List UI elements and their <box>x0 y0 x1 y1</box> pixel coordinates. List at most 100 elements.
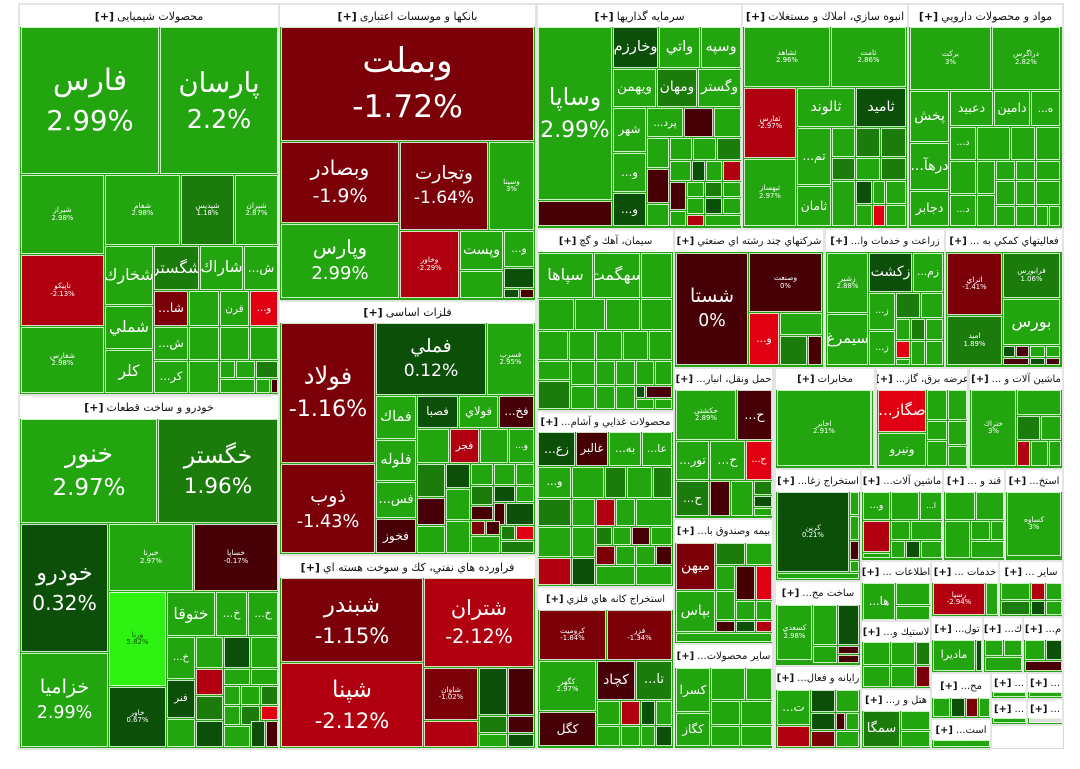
stock-tile[interactable]: ثفارس -2.97% <box>744 88 796 158</box>
stock-tile-small[interactable] <box>241 686 260 705</box>
stock-tile-small[interactable] <box>571 386 595 409</box>
stock-tile[interactable]: شپنا -2.12% <box>281 663 423 747</box>
stock-tile[interactable]: خ... <box>216 592 247 636</box>
stock-tile[interactable]: تاپیکو -2.13% <box>21 255 104 326</box>
stock-tile-small[interactable] <box>446 489 470 520</box>
stock-tile-small[interactable] <box>927 441 947 466</box>
stock-tile-small[interactable] <box>911 521 942 540</box>
stock-tile-small[interactable] <box>627 467 652 498</box>
stock-tile-small[interactable] <box>670 138 692 160</box>
expand-button[interactable]: [+] <box>946 475 965 487</box>
stock-tile-small[interactable] <box>863 521 890 552</box>
stock-tile-small[interactable] <box>996 206 1015 226</box>
sector-header[interactable]: بانکها و موسسات اعتباری [+] <box>280 5 535 27</box>
stock-tile[interactable]: وسینا 3% <box>489 142 534 230</box>
stock-tile-small[interactable] <box>977 161 995 194</box>
stock-tile-small[interactable] <box>901 731 930 747</box>
stock-tile-small[interactable] <box>1046 601 1062 615</box>
stock-tile-small[interactable] <box>596 331 622 360</box>
stock-tile[interactable]: فملي 0.12% <box>376 323 486 395</box>
stock-tile-small[interactable] <box>508 734 534 747</box>
stock-tile[interactable]: فولاي <box>459 396 498 428</box>
stock-tile-small[interactable] <box>220 361 235 378</box>
stock-tile-small[interactable] <box>977 127 1010 160</box>
stock-tile-small[interactable] <box>256 379 270 393</box>
stock-tile-small[interactable] <box>933 698 950 717</box>
stock-tile-small[interactable] <box>950 161 976 194</box>
stock-tile-small[interactable] <box>1001 583 1030 600</box>
stock-tile-small[interactable] <box>676 633 772 642</box>
stock-tile[interactable]: ح... <box>746 441 772 480</box>
sector-header[interactable]: تول... [+] <box>932 618 982 640</box>
sector-header[interactable]: فلزات اساسی [+] <box>280 302 535 323</box>
sector-header[interactable]: استخراج زغا... [+] <box>776 470 860 492</box>
stock-tile-small[interactable] <box>251 669 278 685</box>
stock-tile-small[interactable] <box>886 181 906 204</box>
stock-tile[interactable]: د... <box>950 127 976 160</box>
stock-tile-small[interactable] <box>641 253 672 298</box>
stock-tile[interactable]: شیراز 2.98% <box>21 175 104 254</box>
stock-tile[interactable]: ورنا 5.82% <box>109 592 166 686</box>
stock-tile-small[interactable] <box>896 583 930 605</box>
stock-tile-small[interactable] <box>971 541 1004 558</box>
stock-tile-small[interactable] <box>261 686 278 705</box>
stock-tile[interactable]: تم... <box>797 128 831 185</box>
stock-tile[interactable]: و... <box>613 193 646 226</box>
stock-tile-small[interactable] <box>1025 640 1045 660</box>
stock-tile-small[interactable] <box>636 566 672 585</box>
stock-tile-small[interactable] <box>1046 358 1060 365</box>
sector-header[interactable]: محصولات شیمیایی [+] <box>20 5 278 27</box>
stock-tile[interactable]: خزامیا 2.99% <box>21 653 108 747</box>
stock-tile-small[interactable] <box>971 521 990 540</box>
stock-tile-small[interactable] <box>656 546 672 565</box>
stock-tile-small[interactable] <box>911 341 925 365</box>
stock-tile[interactable]: و... <box>863 492 890 520</box>
stock-tile-small[interactable] <box>736 621 755 632</box>
stock-tile-small[interactable] <box>471 486 493 505</box>
stock-tile-small[interactable] <box>471 506 493 520</box>
stock-tile-small[interactable] <box>424 721 478 747</box>
stock-tile[interactable]: پارسان 2.2% <box>160 27 278 174</box>
stock-tile[interactable]: ثامت 2.86% <box>831 27 906 87</box>
stock-tile[interactable]: فخوز <box>376 519 416 553</box>
stock-tile-small[interactable] <box>933 740 990 747</box>
stock-tile[interactable]: و... <box>504 231 534 267</box>
stock-tile-small[interactable] <box>891 521 910 540</box>
stock-tile[interactable]: و... <box>613 153 646 192</box>
expand-button[interactable]: [+] <box>862 475 881 487</box>
sector-header[interactable]: سرمایه گذاریها [+] <box>538 5 741 27</box>
sector-header[interactable]: زراعت و خدمات وا... [+] <box>826 230 944 252</box>
stock-tile-small[interactable] <box>261 706 278 720</box>
stock-tile[interactable]: ش... <box>154 327 188 360</box>
stock-tile[interactable]: وصنعت 0% <box>749 253 822 312</box>
stock-tile-small[interactable] <box>780 313 822 335</box>
stock-tile-small[interactable] <box>621 726 640 746</box>
stock-tile-small[interactable] <box>647 169 669 203</box>
stock-tile-small[interactable] <box>777 573 859 579</box>
sector-header[interactable]: عرضه برق، گاز...[+] <box>877 369 967 390</box>
stock-tile-small[interactable] <box>538 361 570 380</box>
stock-tile-small[interactable] <box>446 521 470 553</box>
stock-tile-small[interactable] <box>687 198 704 214</box>
stock-tile-small[interactable] <box>251 637 278 668</box>
stock-tile-small[interactable] <box>891 642 915 665</box>
stock-tile[interactable]: ه... <box>1031 91 1060 126</box>
stock-tile-small[interactable] <box>641 299 672 330</box>
stock-tile[interactable]: ثالوند <box>797 88 855 127</box>
stock-tile-small[interactable] <box>647 204 669 226</box>
stock-tile[interactable]: وبملت -1.72% <box>281 27 534 141</box>
stock-tile[interactable]: بپاس <box>676 591 715 632</box>
expand-button[interactable]: [+] <box>300 560 320 574</box>
stock-tile[interactable]: زشير 2.88% <box>827 253 868 313</box>
sector-header[interactable]: ... [+] <box>992 674 1026 692</box>
stock-tile[interactable]: ثبهساز 2.97% <box>744 159 796 226</box>
stock-tile-small[interactable] <box>1046 346 1060 357</box>
stock-tile-small[interactable] <box>641 726 655 746</box>
stock-tile[interactable]: فجر <box>450 429 479 463</box>
stock-tile-small[interactable] <box>836 690 859 712</box>
stock-tile-small[interactable] <box>538 381 570 409</box>
stock-tile[interactable]: خساپا -0.17% <box>194 524 278 591</box>
stock-tile[interactable]: كچاد <box>597 661 635 700</box>
stock-tile-small[interactable] <box>632 527 650 545</box>
stock-tile[interactable]: كسعدي 2.98% <box>777 605 812 660</box>
